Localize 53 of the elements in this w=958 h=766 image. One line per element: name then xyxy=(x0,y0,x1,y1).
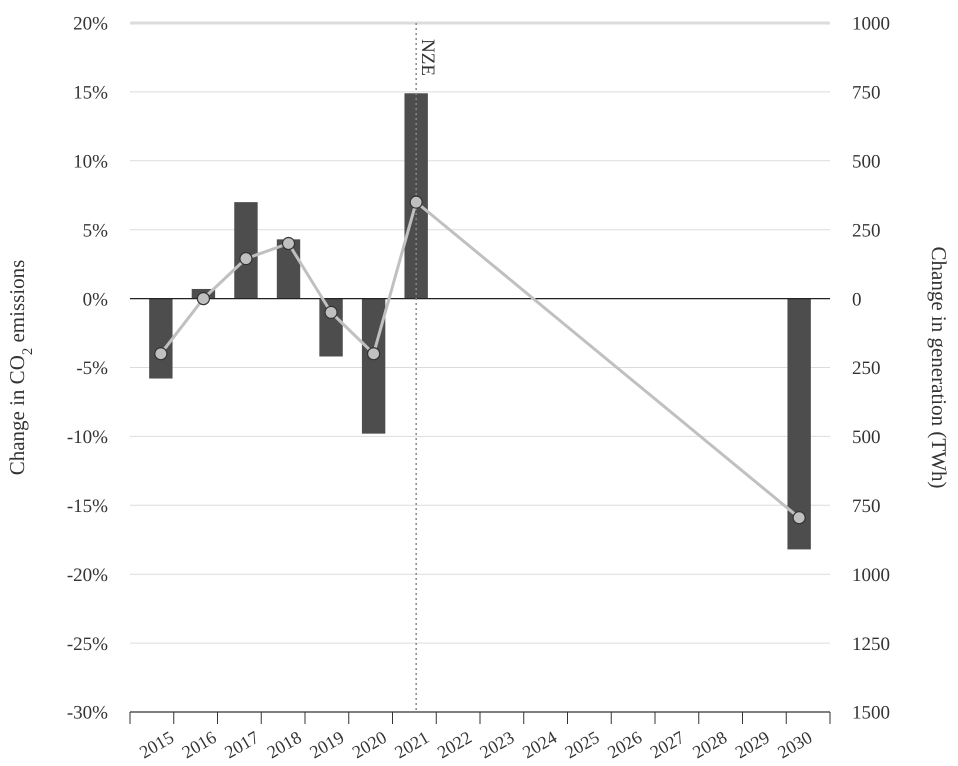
y2-tick-label: 250 xyxy=(852,358,880,380)
y-tick-label: 20% xyxy=(73,14,108,35)
ref-line-label: NZE xyxy=(417,39,438,76)
y-tick-label: 5% xyxy=(82,220,108,242)
point xyxy=(324,306,338,319)
x-tick-label: 2019 xyxy=(306,727,348,762)
bar xyxy=(234,202,258,299)
y-tick-label: -5% xyxy=(76,358,108,380)
bar xyxy=(149,298,173,379)
y2-tick-label: 1000 xyxy=(852,14,890,35)
y-tick-label: 15% xyxy=(73,82,108,104)
x-tick-label: 2016 xyxy=(178,727,220,762)
x-tick-label: 2026 xyxy=(604,727,646,762)
y-tick-label: -20% xyxy=(66,564,108,586)
point xyxy=(410,196,423,209)
y2-tick-label: 1250 xyxy=(852,634,890,655)
x-tick-label: 2024 xyxy=(518,727,560,762)
x-tick-label: 2020 xyxy=(348,727,390,762)
point xyxy=(792,511,806,524)
y-tick-label: -10% xyxy=(66,427,108,448)
x-tick-label: 2022 xyxy=(434,727,476,762)
y2-tick-label: 0 xyxy=(852,289,862,310)
x-tick-label: 2029 xyxy=(732,727,773,762)
x-tick-label: 2018 xyxy=(264,727,305,762)
x-tick-label: 2027 xyxy=(646,727,688,762)
x-tick-label: 2028 xyxy=(689,727,730,762)
x-tick-label: 2023 xyxy=(476,727,518,762)
x-tick-label: 2017 xyxy=(221,727,262,762)
x-tick-label: 2021 xyxy=(391,727,432,762)
x-tick-label: 2030 xyxy=(774,727,816,762)
bar xyxy=(362,298,386,434)
point xyxy=(367,347,380,360)
y-tick-label: -25% xyxy=(66,634,108,655)
point xyxy=(239,252,253,266)
y2-tick-label: 1000 xyxy=(852,564,890,586)
point xyxy=(154,347,168,360)
y-tick-label: 10% xyxy=(73,151,108,172)
bar xyxy=(787,298,811,550)
point xyxy=(282,236,296,250)
y2-tick-label: 1500 xyxy=(852,702,890,724)
y-tick-label: -15% xyxy=(66,496,108,517)
y-tick-label: -30% xyxy=(66,702,108,724)
y2-axis-title: Change in generation (TWh) xyxy=(927,246,951,488)
y2-tick-label: 250 xyxy=(852,220,880,242)
x-tick-label: 2025 xyxy=(562,727,603,762)
y-tick-label: 0% xyxy=(82,289,108,310)
y2-tick-label: 500 xyxy=(852,427,880,448)
y2-tick-label: 750 xyxy=(852,82,880,104)
x-tick-label: 2015 xyxy=(136,727,178,762)
point xyxy=(196,292,210,306)
y2-tick-label: 500 xyxy=(852,151,880,172)
bar xyxy=(404,93,428,299)
y2-tick-label: 750 xyxy=(852,496,880,517)
